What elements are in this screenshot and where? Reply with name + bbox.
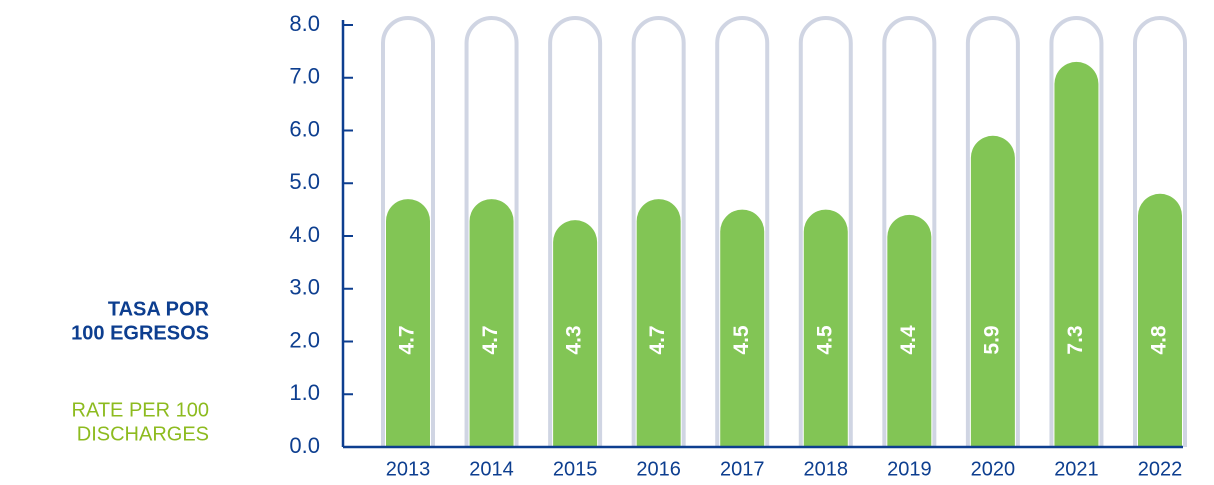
bar-track (1049, 16, 1104, 447)
bar (970, 135, 1015, 447)
x-tick-label: 2013 (386, 458, 431, 480)
bar (636, 199, 681, 447)
y-tick-label: 7.0 (289, 64, 320, 89)
y-tick-label: 8.0 (289, 11, 320, 36)
value-label: 4.7 (396, 325, 419, 354)
y-tick-label: 1.0 (289, 380, 320, 405)
bar-track (548, 16, 603, 447)
bar (720, 209, 765, 447)
bar (1054, 61, 1099, 447)
value-label: 4.5 (813, 325, 836, 355)
x-tick-label: 2018 (804, 458, 849, 480)
y-tick-label: 5.0 (289, 169, 320, 194)
y-tick-label: 3.0 (289, 275, 320, 300)
value-label: 4.4 (897, 325, 920, 355)
bar (803, 209, 848, 447)
y-axis-label: 100 EGRESOS (71, 322, 209, 344)
value-label: 5.9 (980, 325, 1003, 354)
x-tick-label: 2017 (720, 458, 765, 480)
bar-track (882, 16, 937, 447)
bar (1138, 193, 1183, 447)
bar (887, 214, 932, 447)
value-label: 4.3 (563, 325, 586, 354)
bar-track (1133, 16, 1187, 447)
bar (469, 199, 514, 447)
x-tick-label: 2021 (1054, 458, 1099, 480)
y-tick-label: 4.0 (289, 222, 320, 247)
value-label: 4.7 (479, 325, 502, 354)
bar-track (631, 16, 686, 447)
bar (553, 220, 598, 447)
x-tick-label: 2020 (971, 458, 1016, 480)
bar (386, 199, 430, 447)
x-tick-label: 2015 (553, 458, 598, 480)
y-tick-label: 2.0 (289, 327, 320, 352)
bar-track (965, 16, 1020, 447)
value-label: 4.7 (646, 325, 669, 354)
x-tick-label: 2014 (469, 458, 514, 480)
x-tick-label: 2016 (636, 458, 681, 480)
y-axis-label-en: DISCHARGES (77, 423, 209, 445)
x-tick-label: 2022 (1138, 458, 1183, 480)
bar-track (715, 16, 770, 447)
y-tick-label: 6.0 (289, 116, 320, 141)
value-label: 7.3 (1064, 325, 1087, 354)
value-label: 4.5 (730, 325, 753, 355)
bar-track (381, 16, 435, 447)
y-tick-label: 0.0 (289, 433, 320, 458)
bar-track (798, 16, 853, 447)
y-axis-label: TASA POR (108, 298, 210, 320)
x-tick-label: 2019 (887, 458, 932, 480)
bar-track (464, 16, 519, 447)
value-label: 4.8 (1148, 325, 1171, 355)
y-axis-label-en: RATE PER 100 (72, 399, 209, 421)
